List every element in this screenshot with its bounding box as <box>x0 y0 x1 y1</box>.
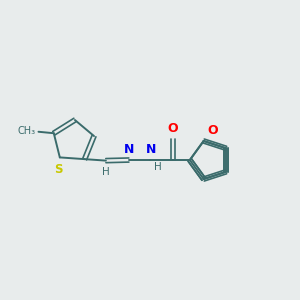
Text: H: H <box>154 161 162 172</box>
Text: O: O <box>168 122 178 135</box>
Text: H: H <box>102 167 110 177</box>
Text: S: S <box>54 163 63 176</box>
Text: N: N <box>124 143 135 156</box>
Text: N: N <box>146 143 156 156</box>
Text: CH₃: CH₃ <box>18 126 36 136</box>
Text: O: O <box>207 124 218 137</box>
